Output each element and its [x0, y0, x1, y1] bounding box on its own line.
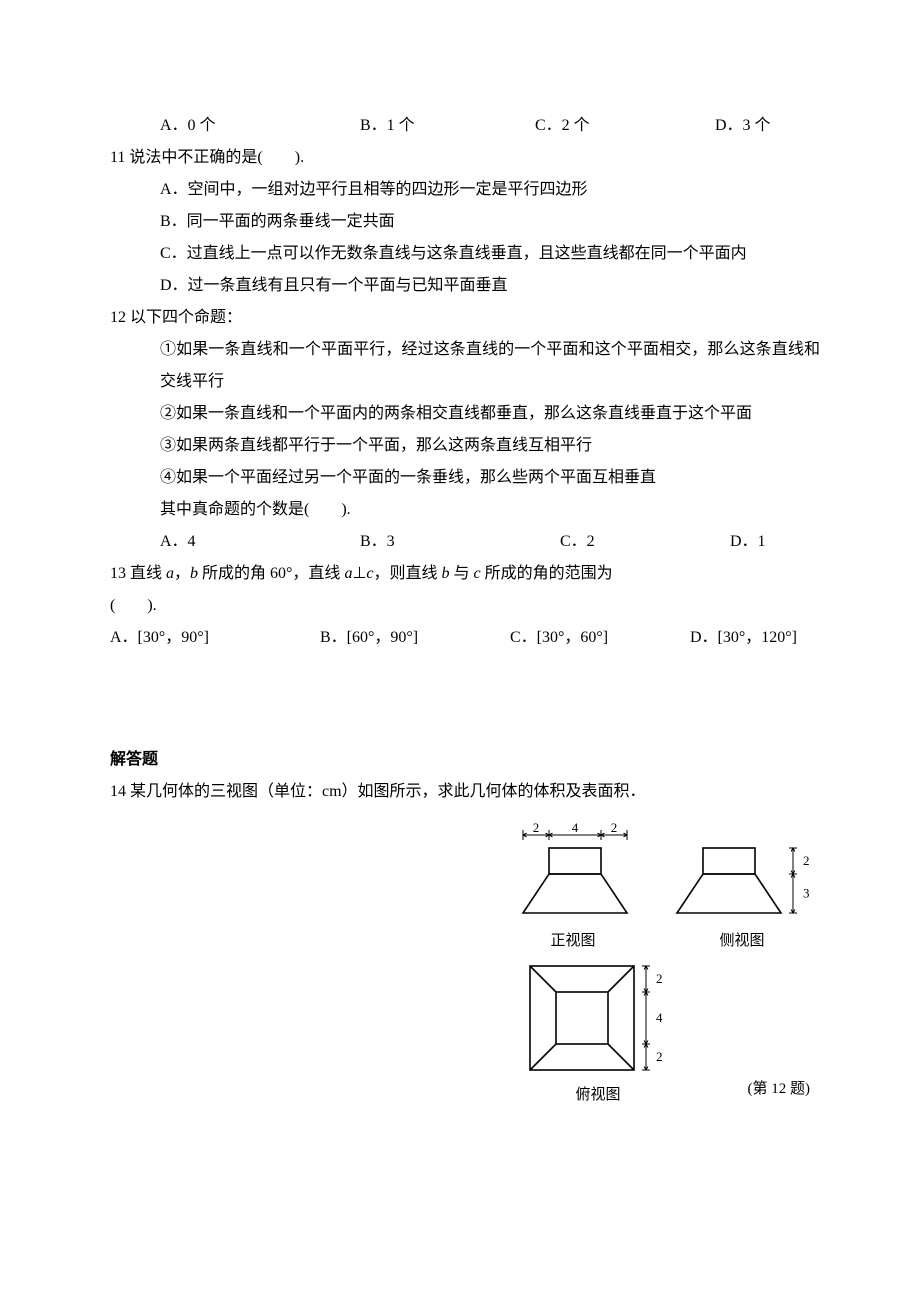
q12-tail: 其中真命题的个数是( ). — [110, 494, 820, 526]
q13-opt-c: C．[30°，60°] — [510, 622, 690, 654]
q13-c1: ， — [174, 565, 190, 582]
front-view-label: 正视图 — [550, 932, 595, 950]
q12-p2-text: ②如果一条直线和一个平面内的两条相交直线都垂直，那么这条直线垂直于这个平面 — [160, 405, 752, 422]
q13-opt-b: B．[60°，90°] — [320, 622, 510, 654]
q12-p4: ④如果一个平面经过另一个平面的一条垂线，那么些两个平面互相垂直 — [110, 462, 820, 494]
section-title: 解答题 — [110, 744, 820, 776]
views-row-2: 2 4 2 俯视图 (第 12 题) — [500, 954, 820, 1104]
q10-opt-a: A．0 个 — [160, 110, 360, 142]
q12-options: A．4 B．3 C．2 D．1 — [110, 526, 820, 558]
q12-stem: 12 以下四个命题： — [110, 302, 820, 334]
q12-p1: ①如果一条直线和一个平面平行，经过这条直线的一个平面和这个平面相交，那么这条直线… — [110, 334, 820, 398]
svg-text:2: 2 — [656, 971, 663, 986]
q10-opt-c: C．2 个 — [535, 110, 715, 142]
svg-text:3: 3 — [803, 886, 810, 901]
q13-c2: ，则直线 — [373, 565, 441, 582]
q13-var-c2: c — [474, 565, 481, 582]
q13-pre: 13 直线 — [110, 565, 166, 582]
svg-text:4: 4 — [656, 1010, 663, 1025]
q13-m1: 所成的角 60°，直线 — [198, 565, 344, 582]
q12-opt-a: A．4 — [160, 526, 360, 558]
views-row-1: 242 正视图 23 侧视图 — [500, 820, 820, 950]
top-view-block: 2 4 2 俯视图 — [518, 954, 678, 1104]
q11-opt-a: A．空间中，一组对边平行且相等的四边形一定是平行四边形 — [110, 174, 820, 206]
svg-text:2: 2 — [656, 1049, 663, 1064]
svg-text:2: 2 — [611, 820, 618, 835]
q13-var-b1: b — [190, 565, 198, 582]
q13-stem: 13 直线 a，b 所成的角 60°，直线 a⊥c，则直线 b 与 c 所成的角… — [110, 558, 820, 590]
q12-opt-b: B．3 — [360, 526, 560, 558]
q11-opt-d: D．过一条直线有且只有一个平面与已知平面垂直 — [110, 270, 820, 302]
q14-stem: 14 某几何体的三视图（单位：cm）如图所示，求此几何体的体积及表面积． — [110, 776, 820, 808]
top-view-label: 俯视图 — [575, 1086, 620, 1104]
q13-var-b2: b — [442, 565, 450, 582]
q13-m2: 与 — [450, 565, 474, 582]
q12-p2: ②如果一条直线和一个平面内的两条相交直线都垂直，那么这条直线垂直于这个平面 — [110, 398, 820, 430]
q13-options: A．[30°，90°] B．[60°，90°] C．[30°，60°] D．[3… — [110, 622, 820, 654]
front-view-svg: 2 4 2 — [503, 820, 643, 930]
q13-opt-d: D．[30°，120°] — [690, 622, 820, 654]
top-view-svg: 2 4 2 — [518, 954, 678, 1084]
q11-opt-c-text: C．过直线上一点可以作无数条直线与这条直线垂直，且这些直线都在同一个平面内 — [160, 238, 820, 270]
side-view-block: 23 侧视图 — [667, 820, 817, 950]
q13-var-a1: a — [166, 565, 174, 582]
q11-stem: 11 说法中不正确的是( ). — [110, 142, 820, 174]
q10-options: A．0 个 B．1 个 C．2 个 D．3 个 — [110, 110, 820, 142]
figure-caption: (第 12 题) — [748, 1074, 821, 1104]
q13-opt-a: A．[30°，90°] — [110, 622, 320, 654]
q12-opt-d: D．1 — [730, 526, 820, 558]
q13-m3: 所成的角的范围为 — [481, 565, 613, 582]
figure-container: 242 正视图 23 侧视图 242 俯视图 (第 12 题) — [110, 820, 820, 1108]
svg-text:2: 2 — [533, 820, 540, 835]
q11-opt-b: B．同一平面的两条垂线一定共面 — [110, 206, 820, 238]
q10-opt-b: B．1 个 — [360, 110, 535, 142]
q13-perp: ⊥ — [352, 565, 366, 582]
q12-p1-text: ①如果一条直线和一个平面平行，经过这条直线的一个平面和这个平面相交，那么这条直线… — [160, 341, 820, 390]
q10-opt-d: D．3 个 — [715, 110, 820, 142]
side-view-svg: 23 — [667, 820, 817, 930]
side-view-label: 侧视图 — [719, 932, 764, 950]
front-view-block: 2 4 2 正视图 — [503, 820, 643, 950]
q12-p3: ③如果两条直线都平行于一个平面，那么这两条直线互相平行 — [110, 430, 820, 462]
svg-text:2: 2 — [803, 853, 810, 868]
svg-text:4: 4 — [572, 820, 579, 835]
q12-opt-c: C．2 — [560, 526, 730, 558]
q11-opt-c: C．过直线上一点可以作无数条直线与这条直线垂直，且这些直线都在同一个平面内 — [110, 238, 820, 270]
q13-paren: ( ). — [110, 590, 820, 622]
three-views-figure: 242 正视图 23 侧视图 242 俯视图 (第 12 题) — [500, 820, 820, 1108]
